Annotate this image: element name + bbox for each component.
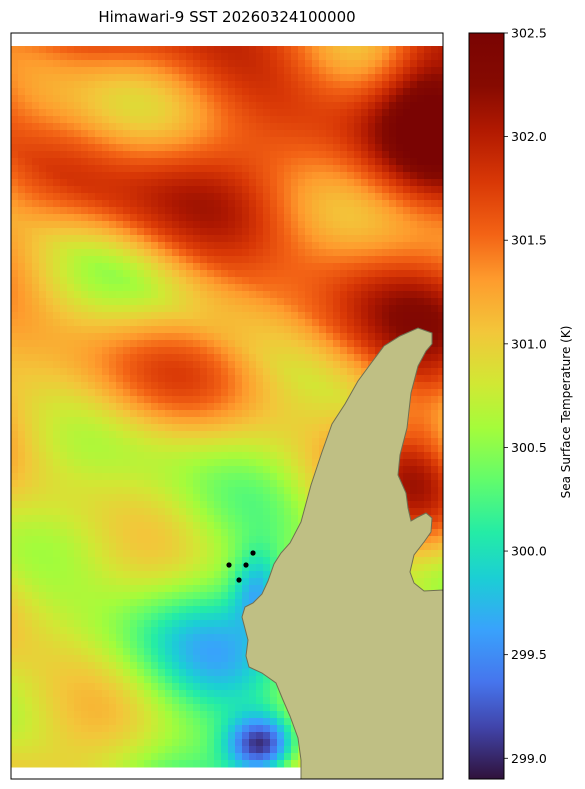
colorbar-label: Sea Surface Temperature (K) bbox=[559, 325, 573, 499]
colorbar-tick-label: 301.0 bbox=[511, 336, 547, 351]
station-marker bbox=[250, 550, 256, 556]
station-marker bbox=[236, 577, 242, 583]
map-frame bbox=[10, 32, 444, 780]
colorbar-tick-label: 302.5 bbox=[511, 26, 547, 41]
colorbar-tick-label: 299.0 bbox=[511, 751, 547, 766]
colorbar-tick-label: 302.0 bbox=[511, 129, 547, 144]
colorbar-tick-label: 300.5 bbox=[511, 440, 547, 455]
colorbar-tick-label: 300.0 bbox=[511, 544, 547, 559]
station-marker bbox=[226, 562, 232, 568]
colorbar-ticks: 299.0 299.5 300.0 300.5 301.0 301.5 302.0 302.5 bbox=[504, 26, 547, 766]
land-mass bbox=[241, 327, 443, 779]
colorbar-tick-label: 301.5 bbox=[511, 233, 547, 248]
station-marker bbox=[243, 562, 249, 568]
colorbar-bar bbox=[468, 32, 505, 780]
colorbar-tick-label: 299.5 bbox=[511, 647, 547, 662]
map-title: Himawari-9 SST 20260324100000 bbox=[98, 8, 356, 26]
colorbar: 299.0 299.5 300.0 300.5 301.0 301.5 302.0 302.5 bbox=[468, 26, 547, 780]
station-markers bbox=[226, 550, 256, 583]
